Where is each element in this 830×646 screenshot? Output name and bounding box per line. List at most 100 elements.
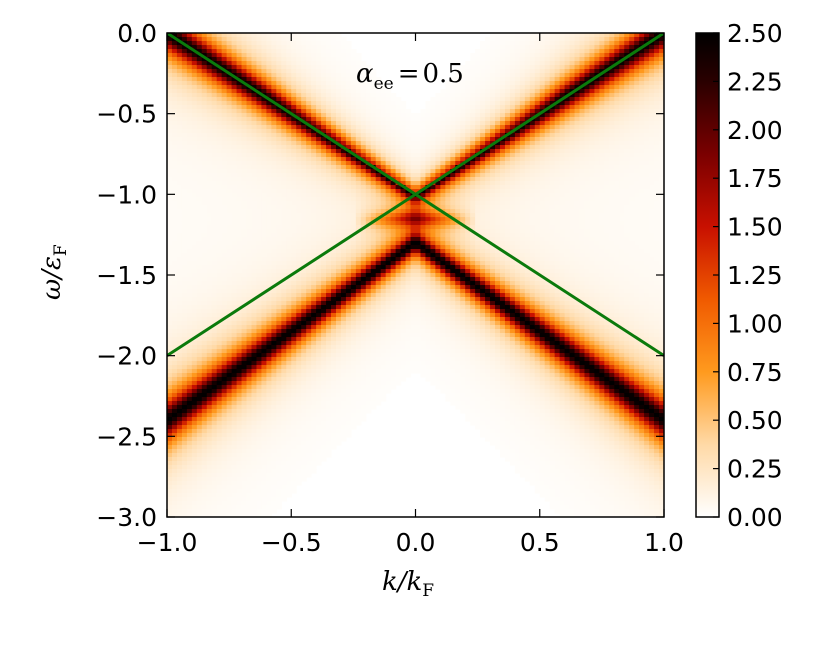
heatmap-cell (316, 273, 322, 278)
heatmap-cell (340, 149, 347, 154)
heatmap-cell (186, 61, 193, 66)
heatmap-cell (196, 197, 203, 202)
heatmap-cell (281, 93, 287, 98)
heatmap-cell (256, 497, 263, 502)
heatmap-cell (296, 113, 302, 118)
heatmap-cell (281, 45, 287, 50)
heatmap-cell (365, 217, 372, 222)
heatmap-cell (385, 329, 392, 334)
heatmap-cell (191, 369, 198, 374)
heatmap-cell (221, 461, 228, 466)
heatmap-cell (281, 189, 287, 194)
heatmap-cell (261, 49, 267, 54)
heatmap-cell (246, 221, 253, 226)
heatmap-cell (206, 161, 213, 166)
heatmap-cell (241, 69, 248, 74)
heatmap-cell (316, 209, 322, 214)
heatmap-cell (186, 449, 193, 454)
heatmap-cell (276, 469, 282, 474)
heatmap-cell (340, 109, 347, 114)
heatmap-cell (350, 137, 357, 142)
heatmap-cell (276, 41, 282, 46)
heatmap-cell (306, 93, 312, 98)
heatmap-cell (296, 305, 302, 310)
heatmap-cell (291, 257, 297, 262)
heatmap-cell (375, 213, 382, 218)
heatmap-cell (321, 353, 327, 358)
heatmap-cell (246, 141, 253, 146)
heatmap-cell (340, 61, 347, 66)
heatmap-cell (251, 405, 258, 410)
heatmap-cell (331, 93, 337, 98)
heatmap-cell (301, 405, 307, 410)
heatmap-cell (345, 365, 352, 370)
heatmap-cell (221, 77, 228, 82)
heatmap-cell (226, 353, 233, 358)
heatmap-cell (246, 401, 253, 406)
heatmap-cell (340, 137, 347, 142)
heatmap-cell (281, 57, 287, 62)
heatmap-cell (176, 177, 183, 182)
heatmap-cell (291, 237, 297, 242)
heatmap-cell (231, 161, 238, 166)
heatmap-cell (201, 241, 208, 246)
heatmap-cell (281, 41, 287, 46)
heatmap-cell (331, 277, 337, 282)
heatmap-cell (311, 309, 317, 314)
heatmap-cell (276, 425, 282, 430)
heatmap-cell (311, 317, 317, 322)
heatmap-cell (345, 157, 352, 162)
heatmap-cell (360, 233, 367, 238)
heatmap-cell (211, 201, 218, 206)
heatmap-cell (191, 209, 198, 214)
heatmap-cell (241, 49, 248, 54)
heatmap-cell (186, 489, 193, 494)
heatmap-cell (271, 293, 277, 298)
heatmap-cell (246, 69, 253, 74)
heatmap-cell (241, 181, 248, 186)
heatmap-cell (390, 97, 397, 102)
heatmap-cell (340, 321, 347, 326)
heatmap-cell (301, 469, 307, 474)
heatmap-cell (306, 313, 312, 318)
heatmap-cell (291, 381, 297, 386)
heatmap-cell (286, 129, 292, 134)
heatmap-cell (241, 445, 248, 450)
heatmap-cell (345, 81, 352, 86)
heatmap-cell (221, 425, 228, 430)
heatmap-cell (201, 333, 208, 338)
heatmap-cell (231, 113, 238, 118)
heatmap-cell (236, 217, 243, 222)
heatmap-cell (321, 105, 327, 110)
heatmap-cell (186, 421, 193, 426)
heatmap-cell (236, 489, 243, 494)
heatmap-cell (306, 433, 312, 438)
heatmap-cell (296, 97, 302, 102)
heatmap-cell (261, 293, 267, 298)
heatmap-cell (296, 337, 302, 342)
heatmap-cell (350, 149, 357, 154)
heatmap-cell (241, 369, 248, 374)
heatmap-cell (226, 149, 233, 154)
heatmap-cell (226, 285, 233, 290)
heatmap-cell (321, 257, 327, 262)
heatmap-cell (191, 489, 198, 494)
heatmap-cell (256, 437, 263, 442)
heatmap-cell (365, 193, 372, 198)
heatmap-cell (331, 441, 337, 446)
heatmap-cell (171, 493, 178, 498)
heatmap-cell (246, 121, 253, 126)
heatmap-cell (176, 161, 183, 166)
heatmap-cell (375, 253, 382, 258)
heatmap-cell (211, 433, 218, 438)
heatmap-cell (281, 101, 287, 106)
heatmap-cell (181, 277, 188, 282)
heatmap-cell (226, 469, 233, 474)
heatmap-cell (256, 417, 263, 422)
heatmap-cell (261, 349, 267, 354)
heatmap-cell (365, 285, 372, 290)
heatmap-cell (251, 77, 258, 82)
heatmap-cell (256, 337, 263, 342)
heatmap-cell (191, 133, 198, 138)
heatmap-cell (271, 385, 277, 390)
